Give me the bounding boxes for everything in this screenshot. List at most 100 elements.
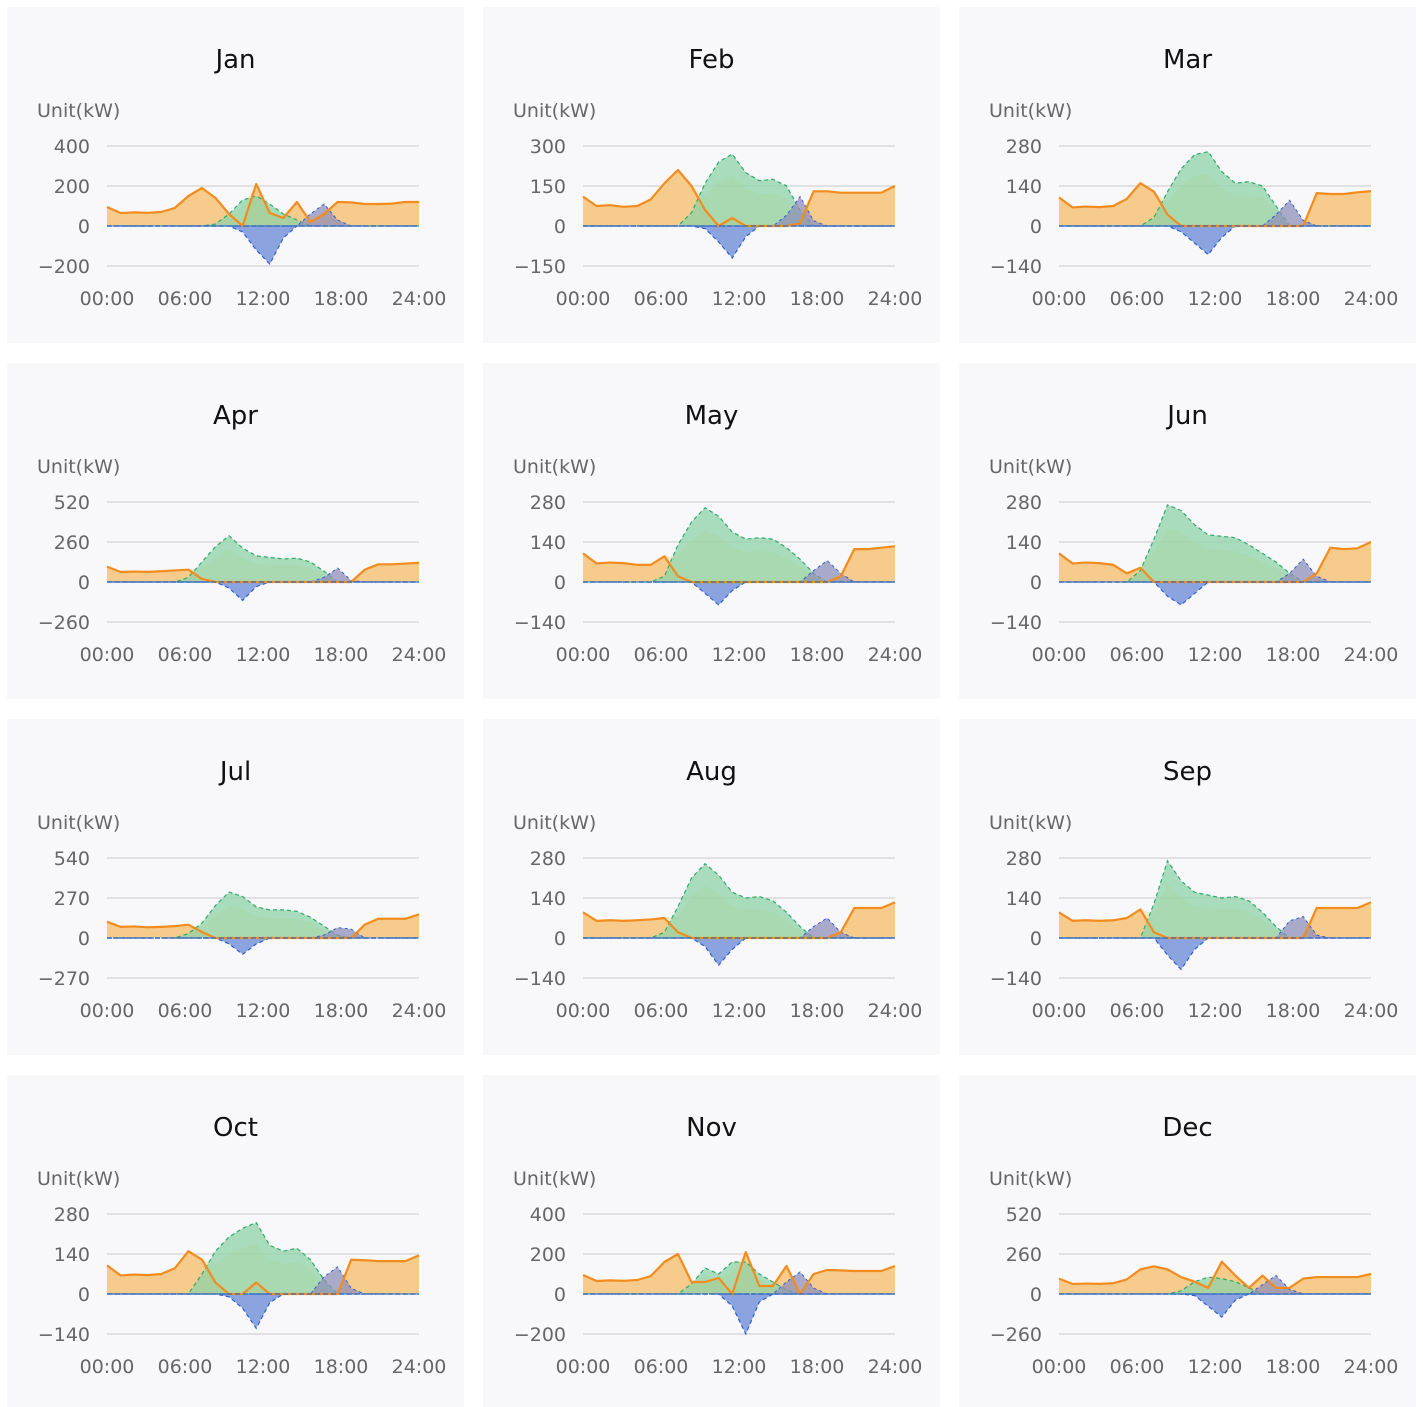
y-tick-label: 140 [1006, 532, 1042, 554]
y-tick-label: 140 [530, 888, 566, 910]
y-tick-label: 200 [54, 176, 90, 198]
unit-label: Unit(kW) [989, 1168, 1072, 1190]
x-tick-label: 24:00 [1344, 644, 1399, 666]
y-tick-label: 260 [1006, 1244, 1042, 1266]
x-tick-label: 12:00 [712, 644, 767, 666]
y-tick-label: −200 [38, 256, 90, 278]
unit-label: Unit(kW) [37, 812, 120, 834]
y-tick-label: 0 [1030, 928, 1042, 950]
unit-label: Unit(kW) [989, 100, 1072, 122]
storage-area [107, 937, 419, 956]
y-tick-label: 280 [530, 492, 566, 514]
x-tick-label: 18:00 [790, 1356, 845, 1378]
chart-panel-sep: Sep Unit(kW) 280 140 0 −140 00:00 06:00 12:00 18:… [959, 719, 1416, 1055]
y-tick-label: 520 [54, 492, 90, 514]
x-tick-label: 18:00 [1266, 1356, 1321, 1378]
unit-label: Unit(kW) [513, 456, 596, 478]
x-tick-label: 00:00 [80, 288, 135, 310]
chart-title: Dec [1162, 1113, 1212, 1143]
storage-area [1059, 581, 1371, 606]
chart-title: Nov [686, 1113, 737, 1143]
y-tick-label: −140 [990, 256, 1042, 278]
x-tick-label: 12:00 [1188, 644, 1243, 666]
y-tick-label: −140 [990, 968, 1042, 990]
load-area [1059, 902, 1371, 938]
chart-title: Aug [686, 757, 737, 787]
x-tick-label: 06:00 [158, 1356, 213, 1378]
unit-label: Unit(kW) [513, 1168, 596, 1190]
load-area [1059, 542, 1371, 582]
storage-area [1059, 1293, 1371, 1318]
x-tick-label: 12:00 [712, 1356, 767, 1378]
x-tick-label: 00:00 [1032, 1356, 1087, 1378]
x-tick-label: 24:00 [868, 1000, 923, 1022]
x-tick-label: 06:00 [158, 1000, 213, 1022]
chart-svg: May Unit(kW) 280 140 0 −140 00:00 06:00 12:00 18:… [513, 401, 923, 666]
x-tick-label: 12:00 [1188, 1000, 1243, 1022]
chart-title: Feb [688, 45, 734, 75]
y-tick-label: −140 [514, 612, 566, 634]
chart-svg: Dec Unit(kW) 520 260 0 −260 00:00 06:00 12:00 18:… [989, 1113, 1399, 1378]
load-line [582, 168, 896, 228]
chart-title: Jul [218, 757, 251, 787]
x-tick-label: 00:00 [556, 1356, 611, 1378]
load-area [1059, 183, 1371, 226]
x-tick-label: 06:00 [158, 288, 213, 310]
x-tick-label: 18:00 [314, 1000, 369, 1022]
load-line [106, 182, 419, 228]
y-tick-label: 200 [530, 1244, 566, 1266]
x-tick-label: 06:00 [1110, 1000, 1165, 1022]
x-tick-label: 06:00 [1110, 644, 1165, 666]
x-tick-label: 12:00 [712, 288, 767, 310]
x-tick-label: 12:00 [236, 288, 291, 310]
chart-panel-mar: Mar Unit(kW) 280 140 0 −140 00:00 06:00 12:00 18:… [959, 7, 1416, 343]
y-tick-label: 0 [78, 1284, 90, 1306]
chart-svg: Apr Unit(kW) 520 260 0 −260 00:00 06:00 12:00 18:… [37, 401, 446, 666]
unit-label: Unit(kW) [989, 456, 1072, 478]
load-line [106, 1250, 420, 1296]
x-tick-label: 00:00 [80, 1356, 135, 1378]
y-tick-label: 280 [54, 1204, 90, 1226]
load-line [582, 1250, 896, 1296]
x-tick-label: 00:00 [556, 644, 611, 666]
y-tick-label: −260 [38, 612, 90, 634]
chart-panel-jan: Jan Unit(kW) 400 200 0 −200 00:00 06:00 12:00 18:… [7, 7, 464, 343]
x-tick-label: 24:00 [868, 644, 923, 666]
x-tick-label: 12:00 [1188, 288, 1243, 310]
chart-panel-aug: Aug Unit(kW) 280 140 0 −140 00:00 06:00 12:00 18:… [483, 719, 940, 1055]
y-tick-label: 540 [54, 848, 90, 870]
x-tick-label: 24:00 [1344, 1356, 1399, 1378]
y-tick-label: 140 [1006, 176, 1042, 198]
x-tick-label: 24:00 [392, 288, 447, 310]
chart-title: Jun [1165, 401, 1208, 431]
y-tick-label: 140 [1006, 888, 1042, 910]
chart-title: Sep [1163, 757, 1212, 787]
x-tick-label: 18:00 [790, 1000, 845, 1022]
chart-title: Oct [213, 1113, 258, 1143]
unit-label: Unit(kW) [37, 456, 120, 478]
y-tick-label: 0 [1030, 216, 1042, 238]
x-tick-label: 24:00 [392, 1356, 447, 1378]
x-tick-label: 18:00 [790, 288, 845, 310]
chart-panel-nov: Nov Unit(kW) 400 200 0 −200 00:00 06:00 12:00 18:… [483, 1075, 940, 1407]
unit-label: Unit(kW) [513, 812, 596, 834]
x-tick-label: 18:00 [1266, 288, 1321, 310]
chart-title: Jan [213, 45, 255, 75]
y-tick-label: 140 [54, 1244, 90, 1266]
storage-area [1059, 225, 1371, 256]
y-tick-label: 0 [554, 1284, 566, 1306]
x-tick-label: 00:00 [1032, 288, 1087, 310]
x-tick-label: 06:00 [634, 1000, 689, 1022]
load-area [583, 1252, 895, 1294]
x-tick-label: 06:00 [634, 288, 689, 310]
storage-area [1059, 937, 1371, 971]
x-tick-label: 24:00 [1344, 288, 1399, 310]
y-tick-label: 260 [54, 532, 90, 554]
unit-label: Unit(kW) [989, 812, 1072, 834]
y-tick-label: −140 [38, 1324, 90, 1346]
y-tick-label: 0 [78, 928, 90, 950]
y-tick-label: −140 [514, 968, 566, 990]
y-tick-label: 0 [1030, 572, 1042, 594]
x-tick-label: 00:00 [1032, 644, 1087, 666]
y-tick-label: 0 [1030, 1284, 1042, 1306]
